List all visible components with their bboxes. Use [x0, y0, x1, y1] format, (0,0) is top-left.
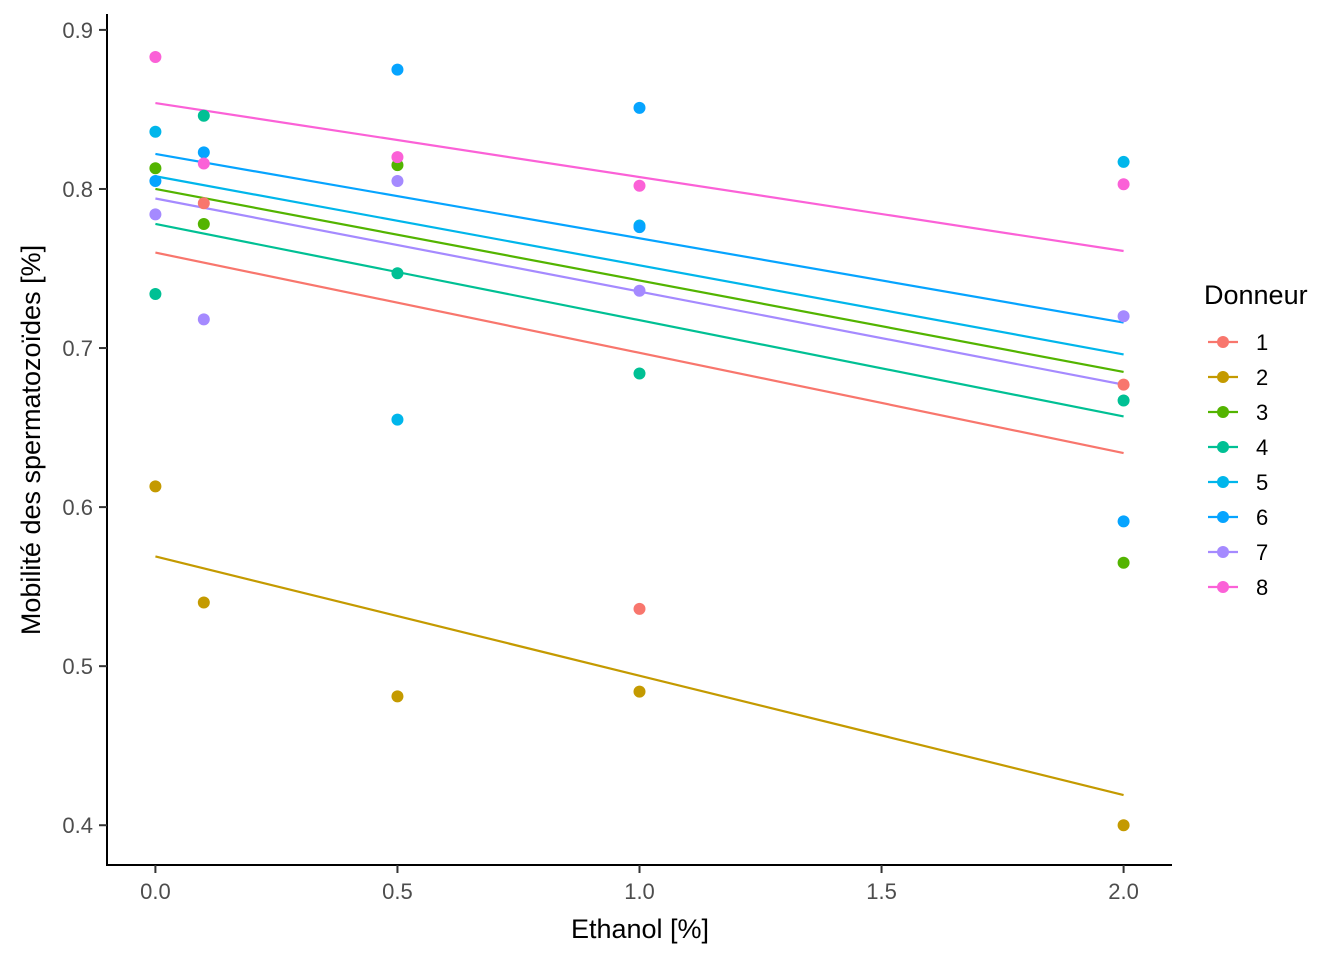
point-donneur-6 — [197, 146, 210, 159]
x-tick-label: 0.5 — [382, 879, 413, 904]
x-tick-label: 0.0 — [140, 879, 171, 904]
y-tick-label: 0.5 — [62, 654, 93, 679]
legend: Donneur 1 2 3 4 5 6 7 8 — [1204, 280, 1308, 600]
point-donneur-3 — [149, 162, 162, 175]
fit-line-donneur-4 — [155, 222, 1124, 418]
data-points — [149, 50, 1130, 832]
fit-line-donneur-1 — [155, 251, 1124, 455]
legend-item-5: 5 — [1208, 470, 1268, 495]
point-donneur-7 — [633, 284, 646, 297]
x-axis-ticks: 0.0 0.5 1.0 1.5 2.0 — [140, 865, 1139, 904]
y-tick-label: 0.6 — [62, 495, 93, 520]
x-tick-label: 2.0 — [1108, 879, 1139, 904]
legend-key-point — [1217, 406, 1229, 418]
point-donneur-1 — [1117, 378, 1130, 391]
legend-item-8: 8 — [1208, 575, 1268, 600]
legend-label: 2 — [1256, 365, 1268, 390]
legend-key-point — [1217, 476, 1229, 488]
fit-line-donneur-5 — [155, 175, 1124, 356]
y-axis-label: Mobilité des spermatozoïdes [%] — [16, 245, 46, 635]
legend-items: 1 2 3 4 5 6 7 8 — [1208, 330, 1268, 600]
x-tick-label: 1.0 — [624, 879, 655, 904]
legend-item-3: 3 — [1208, 400, 1268, 425]
point-donneur-5 — [1117, 155, 1130, 168]
point-donneur-3 — [197, 217, 210, 230]
plot-area — [149, 50, 1130, 832]
point-donneur-6 — [391, 63, 404, 76]
legend-key-point — [1217, 546, 1229, 558]
point-donneur-5 — [149, 125, 162, 138]
point-donneur-6 — [1117, 515, 1130, 528]
legend-key-point — [1217, 511, 1229, 523]
legend-label: 6 — [1256, 505, 1268, 530]
point-donneur-8 — [391, 151, 404, 164]
legend-item-4: 4 — [1208, 435, 1268, 460]
fit-lines — [155, 101, 1124, 797]
fit-line-donneur-2 — [155, 555, 1124, 797]
point-donneur-8 — [197, 157, 210, 170]
legend-key-point — [1217, 336, 1229, 348]
legend-item-1: 1 — [1208, 330, 1268, 355]
point-donneur-7 — [149, 208, 162, 221]
point-donneur-7 — [391, 175, 404, 188]
x-axis-label: Ethanol [%] — [571, 914, 709, 944]
point-donneur-6 — [149, 175, 162, 188]
point-donneur-5 — [391, 413, 404, 426]
y-axis-ticks: 0.4 0.5 0.6 0.7 0.8 0.9 — [62, 18, 107, 838]
point-donneur-4 — [1117, 394, 1130, 407]
point-donneur-1 — [633, 602, 646, 615]
x-tick-label: 1.5 — [866, 879, 897, 904]
point-donneur-4 — [197, 109, 210, 122]
y-tick-label: 0.8 — [62, 177, 93, 202]
fit-line-donneur-3 — [155, 187, 1124, 373]
legend-item-6: 6 — [1208, 505, 1268, 530]
point-donneur-4 — [633, 367, 646, 380]
legend-label: 7 — [1256, 540, 1268, 565]
point-donneur-8 — [149, 50, 162, 63]
point-donneur-4 — [149, 287, 162, 300]
legend-label: 4 — [1256, 435, 1268, 460]
legend-item-2: 2 — [1208, 365, 1268, 390]
y-tick-label: 0.7 — [62, 336, 93, 361]
legend-key-point — [1217, 371, 1229, 383]
point-donneur-2 — [1117, 819, 1130, 832]
fit-line-donneur-8 — [155, 101, 1124, 253]
legend-item-7: 7 — [1208, 540, 1268, 565]
point-donneur-2 — [391, 690, 404, 703]
point-donneur-6 — [633, 221, 646, 234]
point-donneur-7 — [197, 313, 210, 326]
legend-label: 3 — [1256, 400, 1268, 425]
point-donneur-7 — [1117, 310, 1130, 323]
point-donneur-4 — [391, 267, 404, 280]
y-tick-label: 0.4 — [62, 813, 93, 838]
point-donneur-1 — [197, 197, 210, 210]
legend-key-point — [1217, 581, 1229, 593]
legend-label: 1 — [1256, 330, 1268, 355]
legend-title: Donneur — [1204, 280, 1308, 310]
point-donneur-2 — [633, 685, 646, 698]
y-tick-label: 0.9 — [62, 18, 93, 43]
legend-key-point — [1217, 441, 1229, 453]
point-donneur-8 — [633, 179, 646, 192]
point-donneur-6 — [633, 101, 646, 114]
legend-label: 5 — [1256, 470, 1268, 495]
point-donneur-8 — [1117, 178, 1130, 191]
point-donneur-3 — [1117, 556, 1130, 569]
point-donneur-2 — [197, 596, 210, 609]
fit-line-donneur-6 — [155, 152, 1124, 324]
legend-label: 8 — [1256, 575, 1268, 600]
point-donneur-2 — [149, 480, 162, 493]
